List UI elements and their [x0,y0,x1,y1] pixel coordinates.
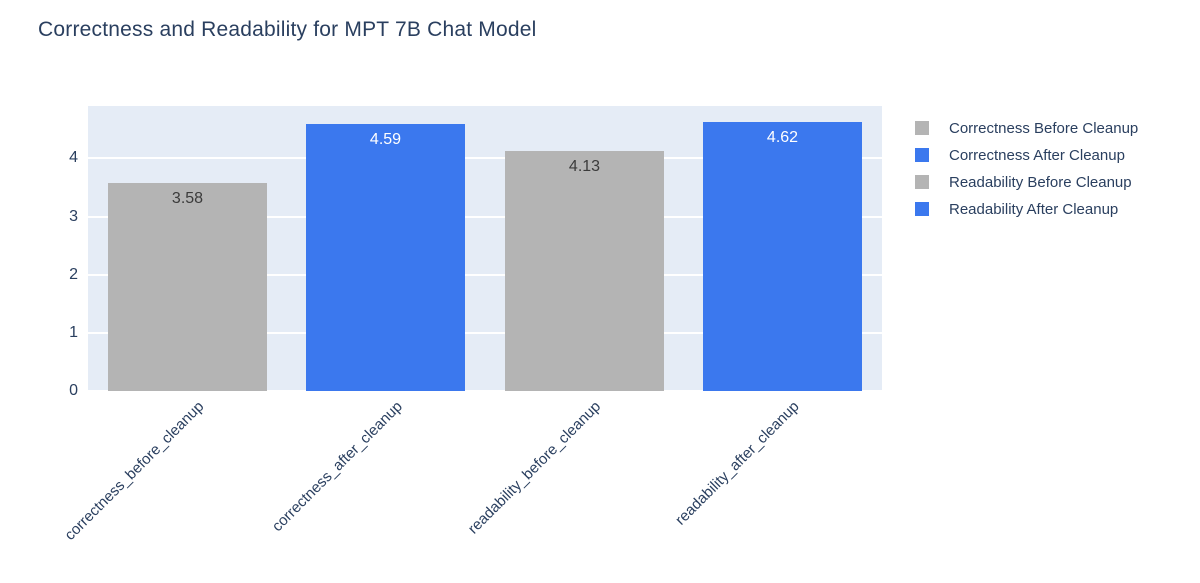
bar-readability_after_cleanup[interactable]: 4.62 [703,122,862,391]
legend-item-label: Correctness Before Cleanup [949,119,1139,137]
legend: Correctness Before Cleanup Correctness Af… [915,118,1138,226]
gridline-y-1 [88,331,882,334]
x-tick-label-readability_after_cleanup: readability_after_cleanup [672,398,804,529]
gridline-y-4 [88,157,882,160]
gridline-y-3 [88,215,882,218]
y-tick-label-1: 1 [69,323,78,341]
chart-title: Correctness and Readability for MPT 7B C… [38,18,537,41]
legend-item-correctness_after_cleanup[interactable]: Correctness After Cleanup [915,145,1138,165]
legend-item-readability_after_cleanup[interactable]: Readability After Cleanup [915,199,1138,219]
legend-item-label: Readability Before Cleanup [949,173,1132,191]
x-tick-label-correctness_after_cleanup: correctness_after_cleanup [268,398,407,536]
bar-readability_before_cleanup[interactable]: 4.13 [505,151,664,391]
legend-swatch-icon [915,202,929,216]
gridline-y-2 [88,273,882,276]
y-tick-label-3: 3 [69,207,78,225]
x-tick-label-readability_before_cleanup: readability_before_cleanup [464,398,605,538]
y-tick-label-4: 4 [69,149,78,167]
y-tick-label-0: 0 [69,382,78,399]
legend-item-readability_before_cleanup[interactable]: Readability Before Cleanup [915,172,1138,192]
y-tick-label-2: 2 [69,265,78,283]
bar-value-label: 4.13 [568,158,601,175]
legend-item-label: Readability After Cleanup [949,200,1119,218]
bar-correctness_after_cleanup[interactable]: 4.59 [306,124,465,391]
legend-swatch-icon [915,121,929,135]
legend-swatch-icon [915,175,929,189]
gridline-y-0 [88,390,882,392]
bar-value-label: 4.62 [766,129,799,146]
legend-item-correctness_before_cleanup[interactable]: Correctness Before Cleanup [915,118,1138,138]
bar-value-label: 4.59 [369,131,402,148]
plot-area: 3.58 4.59 4.13 4.62 [88,106,882,392]
legend-item-label: Correctness After Cleanup [949,146,1125,164]
x-tick-label-correctness_before_cleanup: correctness_before_cleanup [61,398,208,544]
legend-swatch-icon [915,148,929,162]
bar-correctness_before_cleanup[interactable]: 3.58 [108,183,267,391]
bar-value-label: 3.58 [171,190,204,207]
